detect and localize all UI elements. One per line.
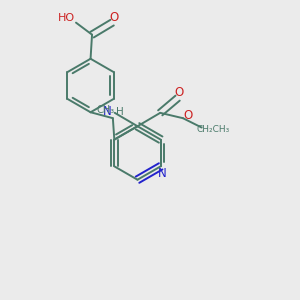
- Text: N: N: [103, 105, 112, 118]
- Text: O: O: [184, 109, 193, 122]
- Text: O: O: [109, 11, 118, 24]
- Text: CH₃: CH₃: [96, 105, 114, 115]
- Text: HO: HO: [58, 13, 75, 23]
- Text: O: O: [175, 86, 184, 99]
- Text: CH₂CH₃: CH₂CH₃: [196, 125, 230, 134]
- Text: H: H: [116, 107, 123, 117]
- Text: N: N: [158, 167, 167, 180]
